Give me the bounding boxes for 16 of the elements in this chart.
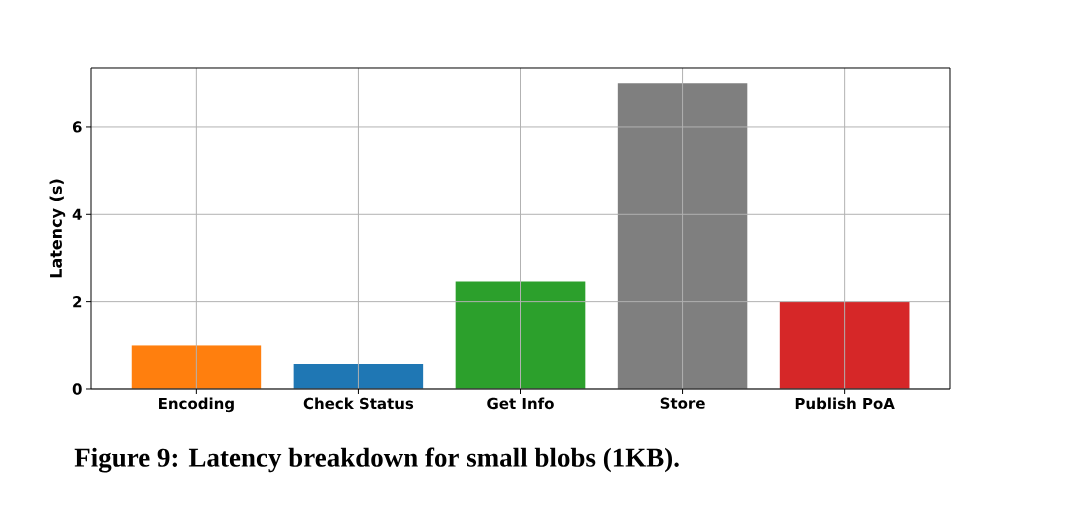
y-axis-title: Latency (s) bbox=[49, 179, 66, 278]
y-tick-label: 0 bbox=[72, 383, 82, 395]
text: Figure 9: Latency breakdown for small blobs (1KB). bbox=[74, 447, 679, 473]
y-tick-label: 6 bbox=[72, 121, 82, 133]
x-tick-label: Publish PoA bbox=[795, 397, 895, 410]
bar bbox=[779, 301, 910, 389]
bar bbox=[455, 281, 586, 389]
y-tick-label: 4 bbox=[72, 208, 82, 220]
bar bbox=[131, 345, 262, 389]
x-tick-label: Get Info bbox=[487, 397, 554, 410]
y-tick-label: 2 bbox=[73, 296, 82, 308]
x-tick-label: Check Status bbox=[303, 397, 414, 410]
bar bbox=[293, 364, 424, 389]
x-tick-label: Encoding bbox=[159, 397, 234, 413]
x-tick-label: Store bbox=[660, 397, 705, 409]
bar bbox=[617, 83, 748, 389]
